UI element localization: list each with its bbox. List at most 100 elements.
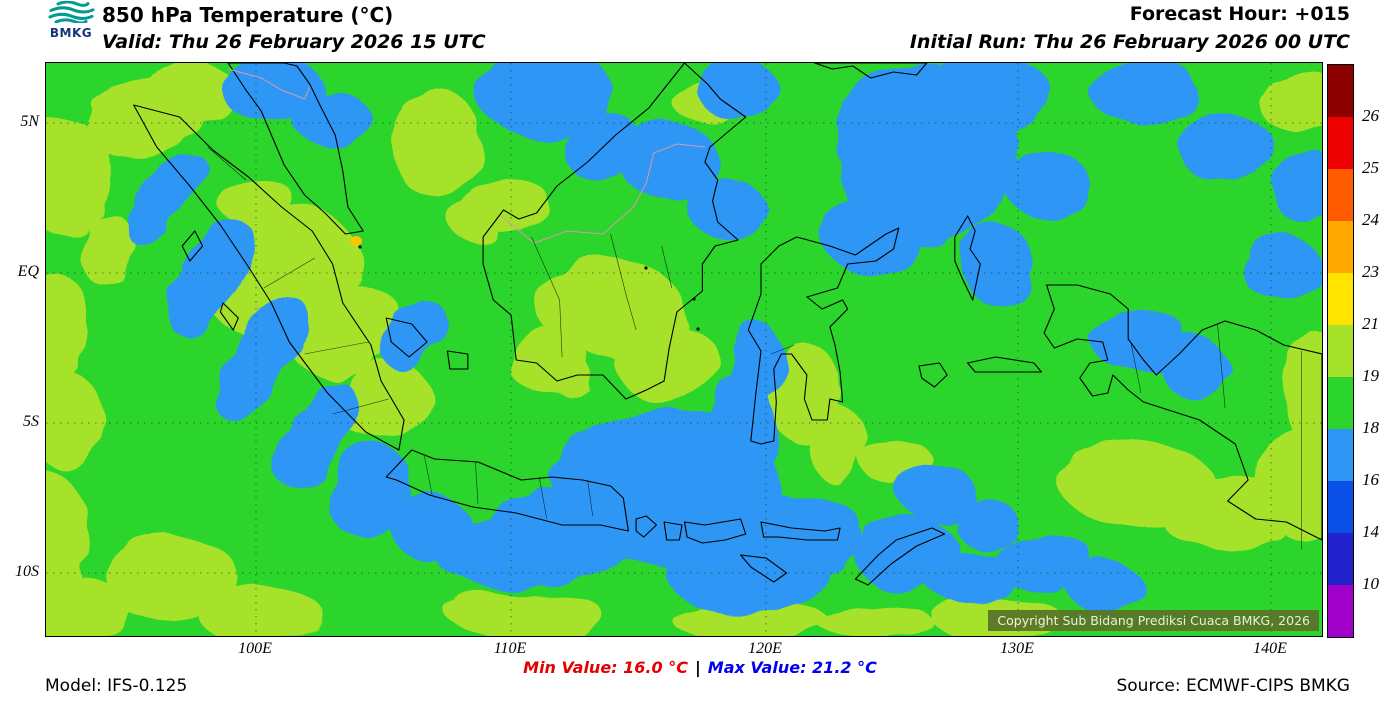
coastline (663, 521, 683, 541)
colorbar-tick-label: 18 (1362, 418, 1379, 437)
coastline (446, 350, 469, 370)
warm-band-blob (1284, 331, 1322, 451)
page-title: 850 hPa Temperature (°C) (102, 3, 394, 27)
max-value-text: 21.2 °C (812, 658, 877, 677)
country-border (500, 143, 705, 244)
local-extreme-dot (696, 327, 700, 331)
colorbar-tick-label: 14 (1362, 522, 1379, 541)
colorbar-segment (1328, 481, 1353, 533)
warm-band-blob (146, 67, 246, 119)
coastline (918, 362, 948, 388)
min-value-caption: Min Value: (523, 658, 618, 677)
coastline (635, 515, 658, 538)
country-border-layer (227, 68, 705, 244)
cool-band-blob (826, 200, 916, 276)
warm-band-layer (46, 67, 1322, 636)
bmkg-logo-text: BMKG (49, 26, 93, 40)
max-temperature-spot (350, 236, 362, 246)
coastline (482, 63, 747, 400)
country-border (260, 77, 311, 100)
forecast-hour-label: Forecast Hour: +015 (1129, 3, 1350, 25)
latitude-tick-label: EQ (17, 263, 39, 280)
cool-band-blob (688, 178, 764, 238)
warm-band-blob (46, 475, 86, 591)
latitude-tick-label: 10S (15, 563, 39, 580)
initial-run-label: Initial Run: Thu 26 February 2026 00 UTC (909, 31, 1350, 53)
cool-band-blob (1276, 148, 1322, 228)
cool-band-blob (213, 298, 309, 418)
bmkg-globe-icon (48, 0, 95, 25)
province-border (1130, 341, 1142, 394)
province-border (263, 257, 315, 289)
country-border (227, 68, 262, 79)
valid-time-label: Valid: Thu 26 February 2026 15 UTC (102, 31, 486, 53)
warm-band-blob (471, 176, 551, 240)
colorbar-tick-label: 21 (1362, 314, 1379, 333)
colorbar-segment (1328, 429, 1353, 481)
longitude-tick-label: 110E (493, 640, 527, 657)
colorbar-segment (1328, 585, 1353, 637)
province-border (304, 341, 369, 355)
min-value-text: 16.0 °C (623, 658, 688, 677)
warm-band-blob (1260, 425, 1322, 541)
province-border (1217, 323, 1226, 409)
longitude-tick-label: 130E (1000, 640, 1034, 657)
warm-band-blob (46, 273, 91, 383)
coastline (740, 554, 788, 583)
cool-band-blob (1068, 564, 1144, 612)
coastline (227, 63, 364, 235)
cool-band-blob (275, 380, 357, 490)
max-value-label: Max Value: 21.2 °C (708, 658, 877, 677)
local-extreme-dot (644, 266, 648, 270)
colorbar-segment (1328, 377, 1353, 429)
province-border (207, 146, 247, 181)
cool-band-blob (125, 152, 207, 244)
cool-band-blob (623, 123, 719, 203)
minmax-separator: | (694, 658, 701, 677)
cool-band-blob (1004, 149, 1088, 217)
province-border (610, 233, 637, 331)
warm-band-blob (103, 536, 239, 620)
province-border (771, 344, 795, 355)
minmax-line: Min Value: 16.0 °C | Max Value: 21.2 °C (0, 658, 1400, 677)
extreme-spot-layer (350, 236, 700, 331)
cool-band-blob (960, 223, 1032, 303)
colorbar-tick-label: 23 (1362, 262, 1379, 281)
colorbar-segment (1328, 169, 1353, 221)
colorbar (1327, 64, 1354, 638)
warm-band-blob (448, 591, 604, 636)
colorbar-segment (1328, 65, 1353, 117)
warm-band-blob (808, 407, 868, 483)
coastline (683, 518, 747, 544)
cool-band-blob (293, 90, 369, 146)
colorbar-tick-label: 19 (1362, 366, 1379, 385)
warm-band-blob (391, 88, 481, 198)
longitude-tick-label: 140E (1253, 640, 1287, 657)
colorbar-tick-label: 24 (1362, 210, 1379, 229)
coastline (1043, 284, 1322, 541)
colorbar-tick-label: 10 (1362, 574, 1379, 593)
source-label: Source: ECMWF-CIPS BMKG (1116, 676, 1350, 696)
coastline (181, 230, 204, 262)
province-border (661, 245, 673, 289)
colorbar-segment (1328, 273, 1353, 325)
coastline (385, 449, 629, 532)
cool-band-blob (436, 518, 556, 588)
cool-band-blob (1091, 63, 1201, 125)
cool-band-blob (1158, 342, 1230, 394)
province-border (424, 455, 433, 496)
longitude-tick-label: 120E (748, 640, 782, 657)
cool-band-blob (953, 499, 1019, 547)
province-border (538, 476, 548, 520)
cool-band-blob (761, 493, 861, 573)
colorbar-segment (1328, 325, 1353, 377)
coastline-layer (133, 63, 1322, 586)
warm-band-blob (199, 585, 323, 636)
province-border (475, 461, 479, 505)
colorbar-tick-label: 25 (1362, 158, 1379, 177)
cool-band-blob (383, 298, 445, 372)
coastline (954, 215, 981, 301)
warm-band-blob (222, 175, 294, 231)
warm-band-blob (1255, 73, 1322, 129)
coastline (747, 227, 900, 445)
